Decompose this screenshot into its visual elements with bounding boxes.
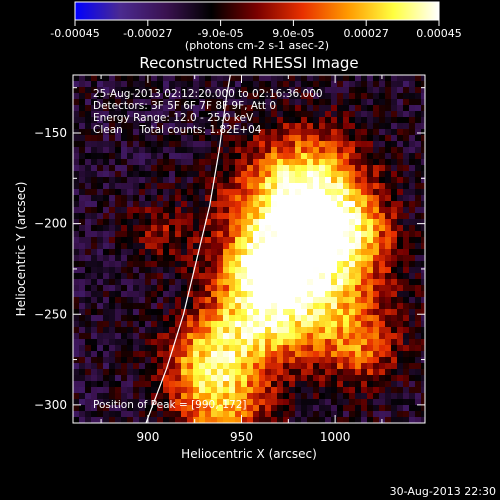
axis-ticks: 900 950 1000 −300 −250 −200 −150 — [34, 75, 425, 444]
annotation-detectors: Detectors: 3F 5F 6F 7F 8F 9F, Att 0 — [93, 100, 276, 112]
plot-area: 900 950 1000 −300 −250 −200 −150 — [34, 74, 426, 444]
heatmap-cells — [73, 75, 425, 423]
y-tick-label: −250 — [34, 307, 67, 321]
y-tick-label: −300 — [34, 398, 67, 412]
peak-position-label: Position of Peak = [990,-172] — [93, 399, 247, 411]
colorbar-tick-label: 0.00027 — [343, 27, 389, 40]
colorbar-tick-label: -9.0e-05 — [197, 27, 243, 40]
colorbar: -0.00045 -0.00027 -9.0e-05 9.0e-05 0.00027 0.… — [50, 1, 462, 52]
y-tick-label: −150 — [34, 126, 67, 140]
colorbar-unit-label: (photons cm-2 s-1 asec-2) — [185, 39, 329, 52]
annotation-counts: Clean Total counts: 1.82E+04 — [93, 124, 262, 136]
colorbar-gradient — [74, 1, 440, 21]
colorbar-tick-label: 9.0e-05 — [272, 27, 314, 40]
x-axis-label: Heliocentric X (arcsec) — [181, 447, 317, 461]
y-tick-label: −200 — [34, 217, 67, 231]
colorbar-ticks: -0.00045 -0.00027 -9.0e-05 9.0e-05 0.00027 0.… — [50, 20, 462, 40]
x-tick-label: 900 — [136, 430, 159, 444]
x-tick-label: 1000 — [320, 430, 351, 444]
colorbar-tick-label: -0.00045 — [50, 27, 99, 40]
colorbar-tick-label: 0.00045 — [416, 27, 462, 40]
chart-title: Reconstructed RHESSI Image — [139, 54, 358, 72]
footer-timestamp: 30-Aug-2013 22:30 — [390, 485, 496, 498]
annotation-energy: Energy Range: 12.0 - 25.0 keV — [93, 112, 254, 124]
x-tick-label: 950 — [230, 430, 253, 444]
colorbar-tick-label: -0.00027 — [123, 27, 172, 40]
y-axis-label: Heliocentric Y (arcsec) — [14, 182, 28, 317]
plot-frame — [72, 74, 426, 424]
annotation-block: 25-Aug-2013 02:12:20.000 to 02:16:36.000… — [93, 88, 323, 411]
solar-limb-curve — [145, 74, 231, 424]
annotation-time: 25-Aug-2013 02:12:20.000 to 02:16:36.000 — [93, 88, 323, 100]
